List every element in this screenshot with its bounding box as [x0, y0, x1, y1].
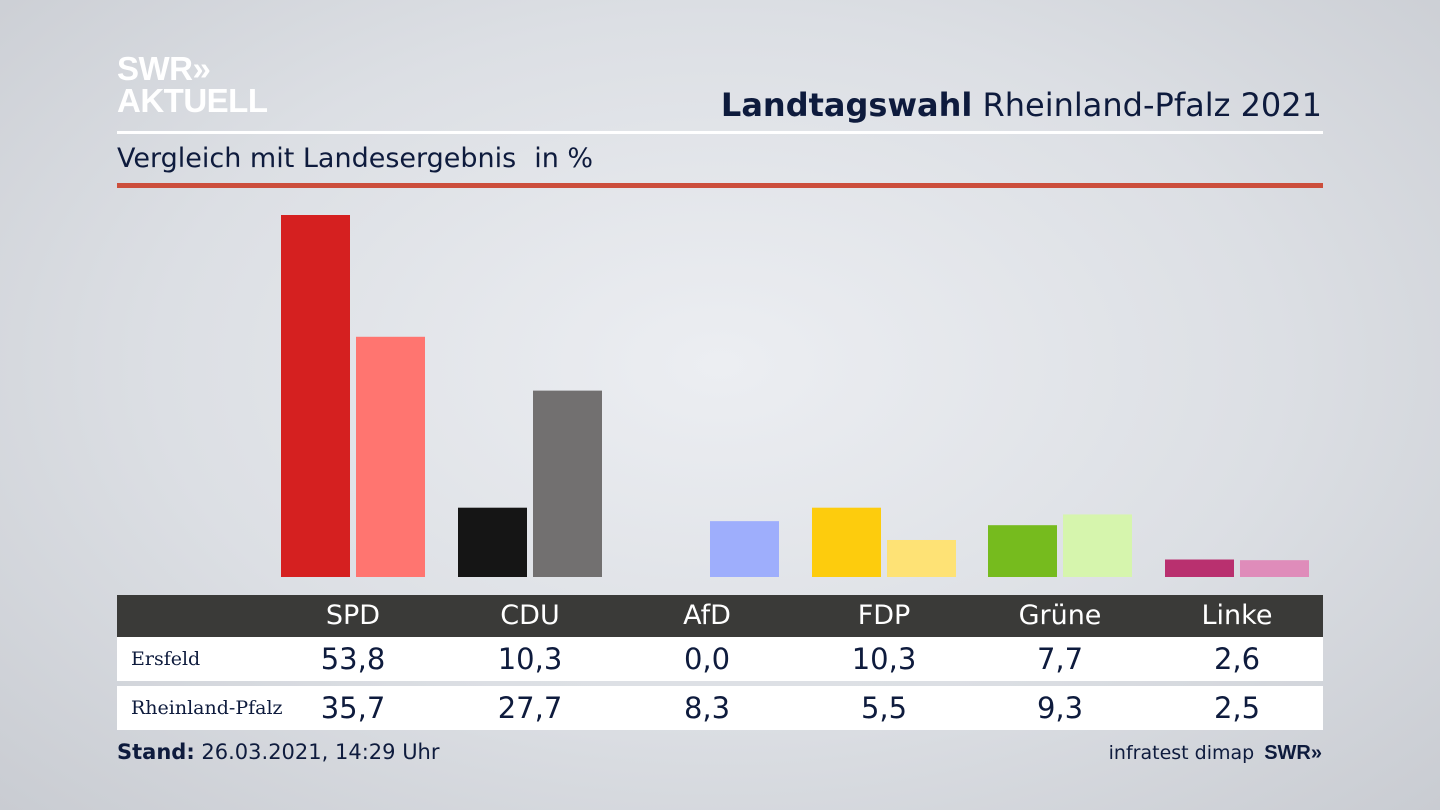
- chart-subtitle: Vergleich mit Landesergebnis in %: [117, 143, 593, 174]
- title-divider: [117, 131, 1323, 134]
- value-fdp-ersfeld: 10,3: [851, 642, 917, 676]
- category-label-gr-ne: Grüne: [1018, 600, 1102, 631]
- value-spd-ersfeld: 53,8: [320, 642, 386, 676]
- value-gr-ne-ersfeld: 7,7: [1036, 642, 1084, 676]
- bar-fdp-rheinland-pfalz: [887, 539, 956, 577]
- table-row: Ersfeld 53,8 10,3 0,0 10,3 7,7 2,6: [117, 637, 1323, 681]
- logo-line-2: AKTUELL: [117, 82, 268, 119]
- bar-gr-ne-ersfeld: [988, 525, 1057, 577]
- value-spd-rheinland-pfalz: 35,7: [320, 691, 386, 725]
- bar-spd-rheinland-pfalz: [356, 336, 425, 577]
- subtitle-text: Vergleich mit Landesergebnis: [117, 143, 517, 174]
- value-linke-ersfeld: 2,6: [1213, 642, 1261, 676]
- chart-title: Landtagswahl Rheinland-Pfalz 2021: [721, 86, 1322, 124]
- source-credit: infratest dimap SWR»: [1109, 742, 1322, 765]
- row-label-rheinland-pfalz: Rheinland-Pfalz: [131, 697, 283, 719]
- swr-aktuell-logo: SWR» AKTUELL: [117, 50, 268, 119]
- bar-linke-rheinland-pfalz: [1240, 560, 1309, 577]
- bar-cdu-ersfeld: [458, 507, 527, 577]
- bar-fdp-ersfeld: [812, 507, 881, 577]
- swr-brand-logo: SWR»: [1264, 742, 1322, 764]
- category-label-spd: SPD: [325, 600, 381, 631]
- category-label-linke: Linke: [1201, 600, 1273, 631]
- bar-gr-ne-rheinland-pfalz: [1063, 514, 1132, 577]
- value-cdu-ersfeld: 10,3: [497, 642, 563, 676]
- category-label-afd: AfD: [683, 600, 731, 631]
- unit-label: in %: [534, 143, 594, 174]
- bar-cdu-rheinland-pfalz: [533, 390, 602, 577]
- bar-spd-ersfeld: [281, 215, 350, 577]
- logo-line-1: SWR»: [117, 50, 211, 87]
- table-header: SPD CDU AfD FDP Grüne Linke: [117, 595, 1323, 637]
- bar-afd-rheinland-pfalz: [710, 521, 779, 577]
- value-afd-rheinland-pfalz: 8,3: [683, 691, 731, 725]
- timestamp: Stand: 26.03.2021, 14:29 Uhr: [117, 740, 440, 764]
- stand-value: 26.03.2021, 14:29 Uhr: [201, 740, 440, 764]
- row-label-ersfeld: Ersfeld: [131, 648, 201, 670]
- title-rest: Rheinland-Pfalz 2021: [982, 86, 1322, 124]
- category-label-cdu: CDU: [500, 600, 560, 631]
- value-linke-rheinland-pfalz: 2,5: [1213, 691, 1261, 725]
- table-row: Rheinland-Pfalz 35,7 27,7 8,3 5,5 9,3 2,5: [117, 686, 1323, 730]
- value-afd-ersfeld: 0,0: [683, 642, 731, 676]
- accent-divider: [117, 183, 1323, 188]
- title-bold: Landtagswahl: [720, 86, 973, 124]
- category-label-fdp: FDP: [857, 600, 911, 631]
- stand-label: Stand:: [117, 740, 195, 764]
- value-fdp-rheinland-pfalz: 5,5: [860, 691, 908, 725]
- value-gr-ne-rheinland-pfalz: 9,3: [1036, 691, 1084, 725]
- value-cdu-rheinland-pfalz: 27,7: [497, 691, 563, 725]
- source-text: infratest dimap: [1108, 742, 1255, 764]
- bar-linke-ersfeld: [1165, 559, 1234, 577]
